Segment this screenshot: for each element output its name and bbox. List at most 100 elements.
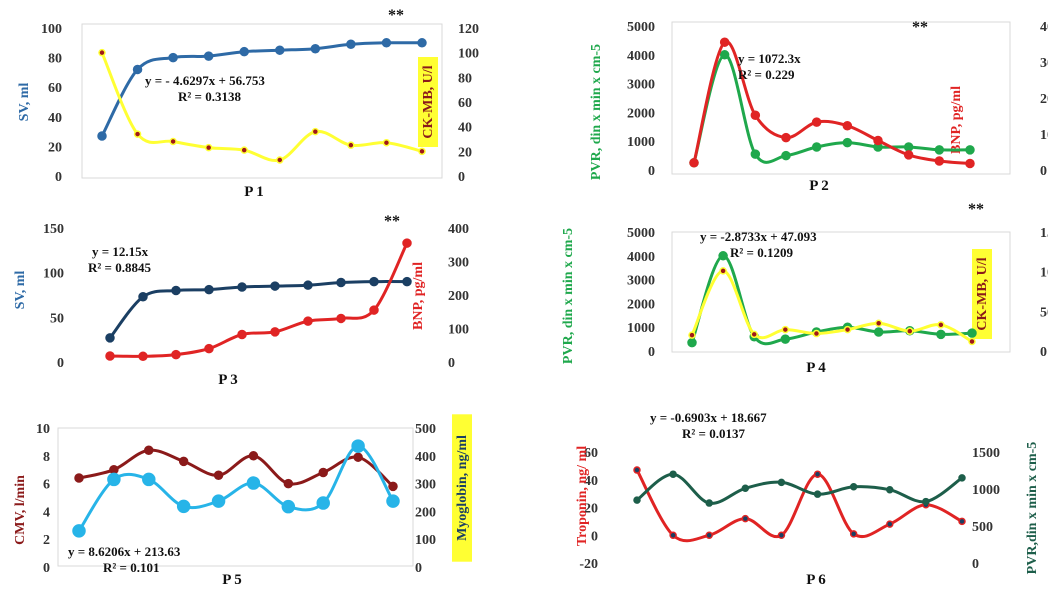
data-point [276, 156, 284, 164]
left-tick-label: 0 [43, 561, 50, 576]
data-point [239, 46, 249, 57]
data-point [270, 327, 280, 337]
data-point [311, 127, 320, 136]
right-tick-label: 400 [448, 222, 469, 237]
data-point [109, 464, 119, 475]
left-tick-label: 80 [48, 52, 62, 67]
right-axis-label: CK-MB, U/l [421, 65, 436, 138]
data-point [211, 494, 226, 508]
series-line-2 [690, 269, 974, 343]
right-axis-label-highlight [418, 57, 438, 147]
data-point [741, 514, 750, 523]
data-point [237, 282, 247, 292]
right-tick-label: 40000 [1040, 20, 1048, 35]
data-point [281, 499, 296, 514]
data-point [270, 281, 280, 291]
right-tick-label: 300 [448, 256, 469, 271]
regression-equation: y = -2.8733x + 47.093 [700, 229, 817, 244]
data-point [169, 137, 177, 146]
data-point [418, 147, 426, 156]
data-point [381, 38, 392, 48]
data-point [105, 351, 115, 361]
left-tick-label: 0 [648, 164, 655, 179]
left-axis-label: PVR, din x min x cm-5 [589, 44, 604, 180]
data-point [843, 325, 852, 334]
right-tick-label: 80 [458, 71, 472, 86]
right-tick-label: 10000 [1040, 128, 1048, 143]
left-axis-label: SV, ml [13, 271, 28, 310]
data-point [178, 456, 189, 467]
data-point [669, 531, 677, 539]
data-point [402, 238, 412, 248]
data-point [780, 334, 791, 344]
panel-4: 0 1000 2000 3000 4000 5000 0 50 100 150 PVR, din x… [561, 201, 1048, 376]
data-point [750, 149, 761, 159]
data-point [417, 38, 427, 48]
significance-annotation: ** [968, 201, 984, 218]
data-point [171, 349, 181, 360]
panel-title: P 4 [806, 360, 826, 376]
data-point [213, 470, 224, 481]
data-point [777, 531, 786, 539]
plot-frame [81, 23, 443, 179]
data-point [688, 331, 696, 339]
data-point [382, 138, 391, 147]
right-tick-label: 120 [458, 22, 479, 37]
panel-1: 0 20 40 60 80 100 0 20 40 60 80 100 120 SV, ml CK-MB, … [17, 7, 479, 200]
data-point [886, 485, 894, 494]
regression-equation: y = - 4.6297x + 56.753 [145, 73, 265, 88]
right-tick-label: 100 [448, 323, 469, 338]
data-point [318, 467, 328, 478]
right-tick-label: 0 [415, 561, 422, 576]
data-point [750, 330, 758, 339]
data-point [906, 327, 914, 335]
data-point [386, 494, 400, 508]
data-point [842, 137, 853, 148]
data-point [705, 531, 713, 539]
left-axis-label: CMV, l/min [13, 475, 28, 545]
data-point [936, 329, 946, 340]
right-tick-label: 200 [448, 289, 469, 304]
right-tick-label: 30000 [1040, 56, 1048, 71]
significance-annotation: ** [912, 19, 928, 36]
data-point [781, 132, 791, 143]
data-point [336, 313, 346, 324]
left-tick-label: 40 [584, 474, 598, 489]
left-tick-label: 0 [591, 529, 598, 544]
data-point [873, 327, 884, 337]
left-tick-label: 20 [48, 140, 62, 155]
right-axis-label: PVR,din x min x cm-5 [1025, 442, 1040, 575]
data-point [138, 351, 148, 362]
data-point [204, 343, 214, 354]
data-point [965, 158, 975, 169]
left-tick-label: 6 [43, 478, 50, 493]
right-tick-label: 500 [415, 422, 436, 437]
data-point [669, 470, 677, 478]
data-point [719, 267, 727, 275]
data-point [811, 117, 822, 127]
data-point [283, 478, 294, 489]
data-point [138, 292, 148, 302]
left-tick-label: 5000 [627, 226, 655, 241]
panel-3: 0 50 100 150 0 100 200 300 400 SV, ml BNP, pg/ml y … [13, 213, 469, 388]
right-axis-label: BNP, pg/ml [411, 262, 426, 330]
r-squared: R² = 0.0137 [682, 426, 745, 441]
series-line-1 [100, 41, 424, 138]
panel-6: -20 0 20 40 60 0 500 1000 1500 Troponin, ng/ ml PV… [575, 410, 1040, 588]
series-line-2 [108, 241, 409, 358]
series-line-1 [692, 53, 972, 165]
left-tick-label: 100 [41, 22, 62, 37]
left-tick-label: 8 [43, 450, 50, 465]
data-point [886, 520, 894, 528]
right-tick-label: 400 [415, 450, 436, 465]
data-point [718, 251, 728, 261]
data-point [133, 130, 142, 138]
data-point [346, 39, 356, 50]
left-tick-label: 60 [48, 81, 62, 96]
significance-annotation: ** [384, 213, 400, 230]
left-tick-label: 40 [48, 111, 62, 126]
data-point [303, 280, 313, 290]
data-point [903, 150, 914, 160]
